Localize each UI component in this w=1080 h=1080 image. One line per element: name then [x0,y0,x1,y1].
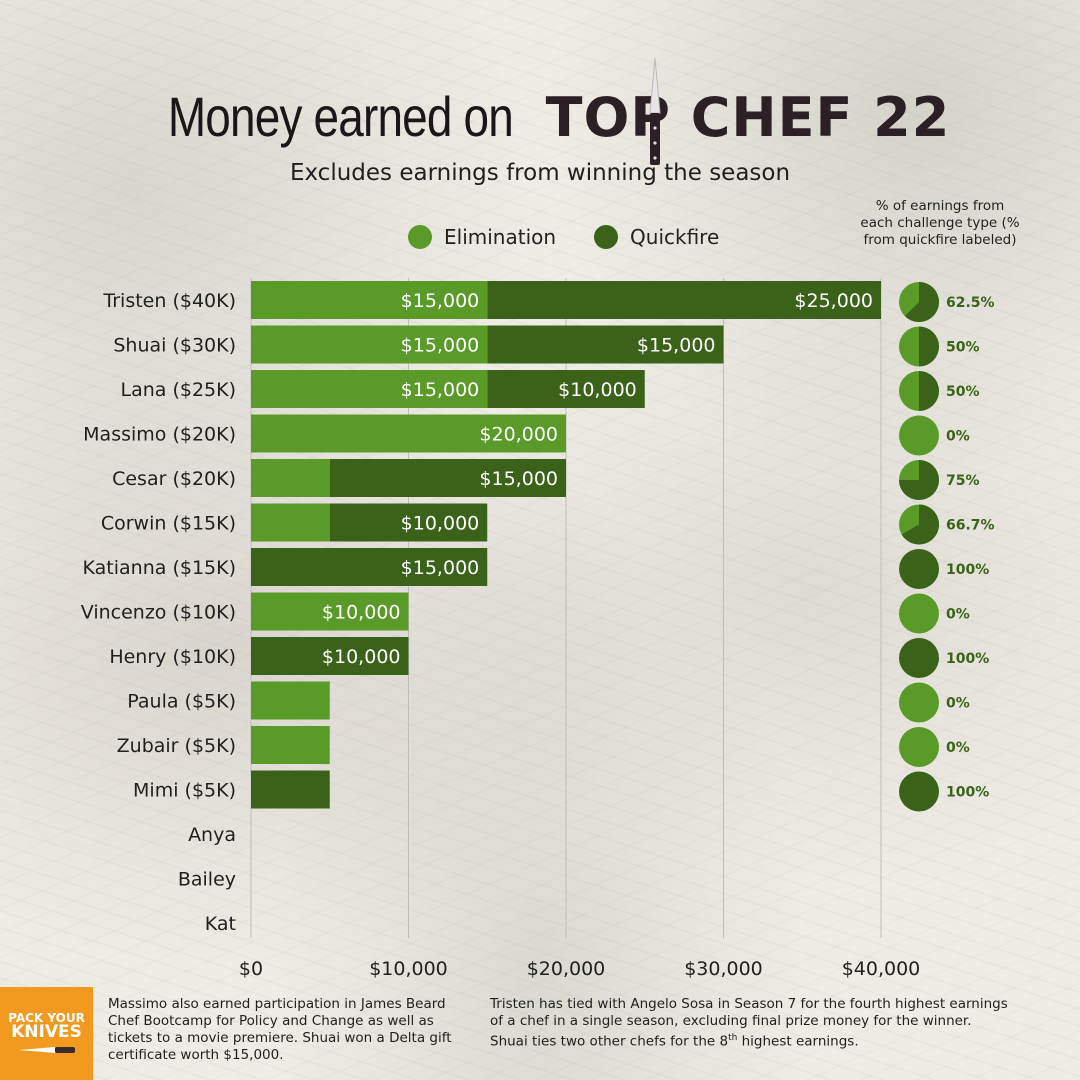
bar-quickfire-katianna [251,548,488,586]
pie-label-corwin: 66.7% [946,518,995,534]
top-chef-logo-text: TOP CHEF 22 [545,86,951,149]
category-label-henry: Henry ($10K) [109,646,236,668]
pie-paula [899,682,939,723]
pie-mimi [899,771,939,812]
pie-quickfire-slice-cesar [899,460,939,500]
bar-elimination-zubair [251,726,330,764]
data-label-quickfire-katianna: $15,000 [401,557,480,579]
data-label-quickfire-tristen: $25,000 [794,290,873,312]
category-label-shuai: Shuai ($30K) [113,335,236,357]
bar-elimination-massimo [251,414,566,453]
data-label-quickfire-henry: $10,000 [322,646,401,668]
bar-quickfire-lana [487,370,645,408]
bar-elimination-corwin [251,503,330,542]
category-label-bailey: Bailey [178,869,236,891]
pie-quickfire-slice-shuai [919,326,939,367]
chart-title: Money earned on TOP CHEF 22 [0,84,1080,149]
legend-label-quickfire: Quickfire [630,225,720,249]
bar-elimination-paula [251,681,330,720]
pie-label-katianna: 100% [946,562,989,578]
legend-swatch-quickfire [594,225,619,249]
data-label-quickfire-corwin: $10,000 [401,513,480,535]
pie-label-massimo: 0% [946,429,970,445]
category-label-zubair: Zubair ($5K) [117,735,236,757]
data-label-quickfire-shuai: $15,000 [637,335,716,357]
pie-label-cesar: 75% [946,473,980,489]
footer-note-right-text: Tristen has tied with Angelo Sosa in Sea… [490,996,1008,1050]
pie-label-paula: 0% [946,696,970,712]
category-label-corwin: Corwin ($15K) [101,513,236,535]
bar-quickfire-mimi [251,770,330,809]
logo-line-2: KNIVES [11,1022,82,1042]
bar-elimination-vincenzo [251,592,409,631]
footer-note-right-end: highest earnings. [737,1033,859,1050]
x-tick-label: $0 [239,958,263,980]
category-label-lana: Lana ($25K) [120,379,236,401]
knife-icon [649,58,661,165]
logo-line-1: PACK YOUR [8,1011,85,1025]
footer-note-left: Massimo also earned participation in Jam… [108,996,452,1063]
legend: Elimination Quickfire [408,225,757,249]
category-label-massimo: Massimo ($20K) [83,424,236,446]
bar-quickfire-henry [251,637,409,675]
x-tick-label: $20,000 [527,958,606,980]
bar-elimination-lana [251,370,488,408]
bar-elimination-shuai [251,325,488,364]
title-text: Money earned on [167,85,514,148]
x-tick-label: $30,000 [684,958,763,980]
logo-knife-icon [18,1047,75,1053]
pie-label-vincenzo: 0% [946,607,970,623]
data-label-elimination-shuai: $15,000 [401,335,480,357]
data-label-elimination-tristen: $15,000 [401,290,480,312]
category-label-paula: Paula ($5K) [127,691,236,713]
footer-note-right: Tristen has tied with Angelo Sosa in Sea… [490,996,1010,1051]
pie-quickfire-slice-lana [919,371,939,411]
pie-zubair [899,727,939,767]
category-label-vincenzo: Vincenzo ($10K) [81,602,236,624]
category-label-tristen: Tristen ($40K) [102,290,236,312]
pie-label-lana: 50% [946,384,980,400]
data-label-elimination-vincenzo: $10,000 [322,602,401,624]
bar-elimination-cesar [251,459,330,497]
bar-elimination-tristen [251,281,488,319]
legend-item-quickfire: Quickfire [594,225,719,249]
pie-column-header: % of earnings from each challenge type (… [860,198,1020,248]
legend-swatch-elimination [408,225,432,249]
bar-quickfire-cesar [329,459,566,497]
category-label-cesar: Cesar ($20K) [112,468,236,490]
legend-label-elimination: Elimination [444,225,557,249]
bar-quickfire-tristen [487,281,881,319]
pie-label-zubair: 0% [946,740,970,756]
data-label-quickfire-lana: $10,000 [558,379,637,401]
bar-quickfire-shuai [487,325,724,364]
pie-vincenzo [899,593,939,634]
pack-your-knives-logo: PACK YOUR KNIVES [0,987,93,1080]
x-tick-label: $10,000 [369,958,448,980]
category-label-katianna: Katianna ($15K) [83,557,236,579]
pie-quickfire-slice-tristen [904,282,939,322]
pie-label-mimi: 100% [946,785,989,801]
pie-katianna [899,549,939,589]
category-label-kat: Kat [205,913,236,935]
footer-note-superscript: th [728,1033,738,1043]
pie-label-henry: 100% [946,651,989,667]
category-label-anya: Anya [188,824,236,846]
pie-henry [899,638,939,678]
pie-label-shuai: 50% [946,340,980,356]
pie-quickfire-slice-corwin [901,504,940,545]
pie-label-tristen: 62.5% [946,295,995,311]
data-label-elimination-massimo: $20,000 [479,424,558,446]
chart-subtitle: Excludes earnings from winning the seaso… [289,160,791,186]
x-tick-label: $40,000 [842,958,921,980]
data-label-elimination-lana: $15,000 [401,379,480,401]
data-label-quickfire-cesar: $15,000 [479,468,558,490]
legend-item-elimination: Elimination [408,225,556,249]
pie-massimo [899,415,939,456]
bar-quickfire-corwin [329,503,488,542]
category-label-mimi: Mimi ($5K) [133,780,236,802]
